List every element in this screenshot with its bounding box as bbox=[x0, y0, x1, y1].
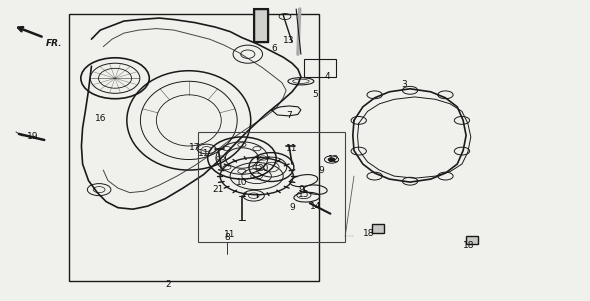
Text: 2: 2 bbox=[165, 280, 171, 289]
Text: 20: 20 bbox=[257, 164, 268, 173]
Text: 18: 18 bbox=[363, 229, 375, 238]
Text: 10: 10 bbox=[236, 178, 248, 187]
Text: 18: 18 bbox=[463, 241, 475, 250]
Text: 14: 14 bbox=[310, 202, 322, 211]
Text: 3: 3 bbox=[401, 80, 407, 89]
Text: 4: 4 bbox=[324, 72, 330, 81]
Bar bbox=[372, 224, 384, 233]
Bar bbox=[254, 9, 268, 42]
Text: 11: 11 bbox=[198, 149, 209, 158]
Text: 19: 19 bbox=[27, 132, 38, 141]
Text: 21: 21 bbox=[212, 185, 224, 194]
Bar bbox=[304, 59, 336, 77]
Text: 5: 5 bbox=[313, 90, 319, 99]
Text: 8: 8 bbox=[224, 233, 230, 242]
Bar bbox=[69, 14, 319, 281]
Text: 9: 9 bbox=[319, 166, 324, 175]
Text: FR.: FR. bbox=[46, 39, 63, 48]
Text: 7: 7 bbox=[286, 111, 292, 120]
Text: 12: 12 bbox=[327, 155, 339, 164]
Text: 15: 15 bbox=[298, 190, 310, 199]
Text: 16: 16 bbox=[94, 114, 106, 123]
Text: 11: 11 bbox=[286, 144, 298, 154]
Text: 13: 13 bbox=[283, 36, 295, 45]
Text: 17: 17 bbox=[189, 143, 201, 152]
Text: 9: 9 bbox=[289, 203, 295, 212]
Bar bbox=[254, 9, 268, 42]
Text: 6: 6 bbox=[271, 44, 277, 53]
Text: 11: 11 bbox=[224, 230, 236, 239]
Text: 9: 9 bbox=[298, 185, 304, 194]
Bar bbox=[198, 132, 345, 242]
Bar bbox=[466, 236, 478, 244]
Circle shape bbox=[328, 158, 335, 161]
